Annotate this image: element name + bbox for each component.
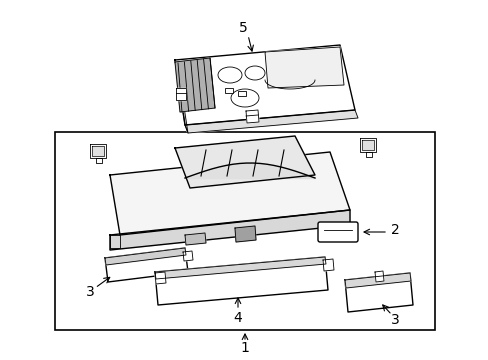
- Bar: [55, 132, 434, 330]
- Text: 2: 2: [390, 223, 399, 237]
- Polygon shape: [345, 273, 410, 288]
- Polygon shape: [175, 45, 354, 125]
- Text: 3: 3: [85, 285, 94, 299]
- Polygon shape: [365, 152, 371, 157]
- Polygon shape: [175, 136, 314, 188]
- Polygon shape: [110, 235, 120, 248]
- Polygon shape: [359, 138, 375, 152]
- Text: 4: 4: [233, 311, 242, 325]
- Text: 5: 5: [238, 21, 247, 35]
- Text: 1: 1: [240, 341, 249, 355]
- Ellipse shape: [230, 89, 259, 107]
- Ellipse shape: [244, 66, 264, 80]
- Polygon shape: [176, 88, 185, 100]
- Polygon shape: [155, 257, 327, 305]
- Polygon shape: [345, 273, 412, 312]
- Polygon shape: [105, 248, 187, 282]
- Ellipse shape: [218, 67, 242, 83]
- Polygon shape: [155, 272, 165, 284]
- Polygon shape: [235, 226, 256, 242]
- Polygon shape: [105, 248, 185, 265]
- Polygon shape: [92, 146, 104, 156]
- Polygon shape: [184, 110, 357, 133]
- Polygon shape: [184, 233, 205, 245]
- Polygon shape: [90, 144, 106, 158]
- Polygon shape: [183, 251, 193, 261]
- Bar: [224, 88, 232, 93]
- Polygon shape: [374, 271, 383, 282]
- Polygon shape: [175, 58, 215, 112]
- FancyBboxPatch shape: [317, 222, 357, 242]
- Polygon shape: [245, 110, 259, 123]
- Polygon shape: [110, 152, 349, 235]
- Polygon shape: [361, 140, 373, 150]
- Polygon shape: [110, 210, 349, 250]
- Polygon shape: [96, 158, 102, 163]
- Text: 3: 3: [390, 313, 399, 327]
- Polygon shape: [323, 259, 333, 271]
- Polygon shape: [264, 47, 343, 88]
- Bar: [238, 91, 245, 96]
- Polygon shape: [175, 60, 187, 133]
- Polygon shape: [155, 257, 325, 279]
